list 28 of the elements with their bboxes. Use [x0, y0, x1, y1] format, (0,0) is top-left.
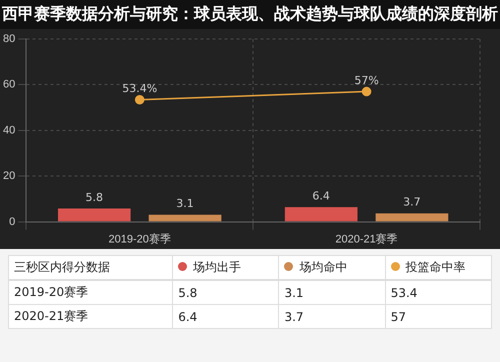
data-label: 3.7: [403, 196, 421, 209]
data-label: 3.1: [278, 280, 386, 304]
chart-title: 西甲赛季数据分析与研究：球员表现、战术趋势与球队成绩的深度剖析: [0, 0, 500, 29]
data-label: 57%: [354, 74, 379, 87]
bar: [58, 208, 131, 222]
data-label: 57: [385, 304, 492, 328]
category-label: 2019-20赛季: [8, 280, 173, 304]
legend-label: 投篮命中率: [385, 256, 492, 280]
category-label: 2020-21赛季: [8, 304, 173, 328]
y-tick-label: 0: [9, 216, 16, 228]
bar: [148, 214, 222, 222]
legend-label: 场均出手: [172, 256, 279, 280]
y-tick-label: 40: [2, 124, 16, 136]
y-tick-label: 20: [2, 170, 16, 182]
data-label: 5.8: [86, 190, 104, 204]
y-tick-label: 80: [2, 33, 16, 46]
data-label: 3.1: [176, 197, 194, 210]
data-label: 6.4: [172, 304, 279, 328]
legend-label: 场均命中: [278, 256, 386, 280]
bar: [376, 213, 448, 222]
bar: [284, 207, 358, 222]
data-label: 53.4%: [122, 82, 158, 96]
data-label: 5.8: [172, 280, 279, 304]
legend-title: 三秒区内得分数据: [8, 256, 173, 280]
y-tick-label: 60: [2, 78, 16, 91]
data-label: 6.4: [312, 190, 330, 203]
data-label: 3.7: [278, 304, 386, 328]
data-label: 53.4: [385, 280, 492, 304]
